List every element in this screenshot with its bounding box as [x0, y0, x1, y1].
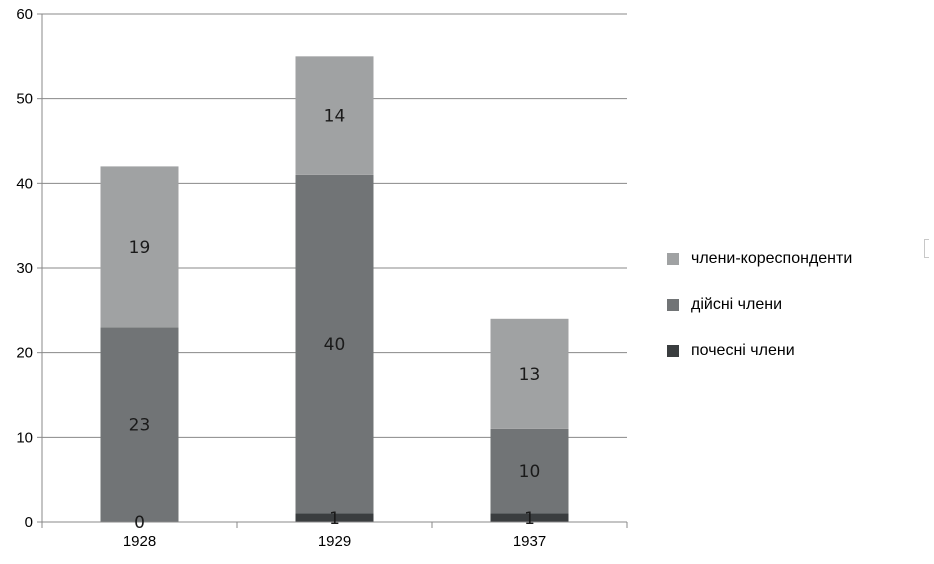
y-tick-label: 60: [16, 6, 33, 23]
legend-swatch: [667, 299, 679, 311]
legend-swatch: [667, 345, 679, 357]
y-tick-label: 30: [16, 260, 33, 277]
x-tick-label: 1929: [318, 533, 351, 550]
legend-label: дійсні члени: [691, 296, 783, 313]
data-label: 14: [324, 107, 346, 127]
x-tick-label: 1928: [123, 533, 156, 550]
legend-item: члени-кореспонденти: [667, 236, 852, 282]
bar-segment: [295, 174, 374, 514]
bar-segment: [295, 513, 374, 522]
legend-item: дійсні члени: [667, 282, 852, 328]
data-label: 23: [129, 416, 151, 436]
data-label: 1: [329, 509, 340, 529]
axes: [37, 13, 628, 528]
bar-segment: [490, 428, 569, 514]
legend-border-fragment: [924, 239, 929, 258]
data-label: 19: [129, 238, 151, 258]
y-tick-label: 0: [25, 514, 33, 531]
legend-label: члени-кореспонденти: [691, 250, 853, 267]
bars: [100, 56, 569, 522]
bar-segment: [295, 56, 374, 175]
data-label: 13: [519, 365, 541, 385]
x-tick-label: 1937: [513, 533, 546, 550]
y-tick-label: 20: [16, 345, 33, 362]
data-label: 40: [324, 335, 346, 355]
legend: члени-кореспонденти дійсні члени почесні…: [667, 236, 852, 374]
data-label: 0: [134, 513, 145, 533]
data-labels: 0 23 19 1 40 14 1 10 13: [129, 107, 541, 533]
y-tick-labels: 0 10 20 30 40 50 60: [16, 6, 33, 531]
data-label: 10: [519, 462, 541, 482]
data-label: 1: [524, 509, 535, 529]
y-tick-label: 40: [16, 175, 33, 192]
y-tick-label: 10: [16, 429, 33, 446]
legend-label: почесні члени: [691, 342, 795, 359]
legend-swatch: [667, 253, 679, 265]
y-tick-label: 50: [16, 91, 33, 108]
x-tick-labels: 1928 1929 1937: [123, 533, 546, 550]
bar-segment: [100, 166, 179, 328]
bar-segment: [100, 327, 179, 522]
legend-item: почесні члени: [667, 328, 852, 374]
bar-segment: [490, 318, 569, 429]
bar-segment: [490, 513, 569, 522]
